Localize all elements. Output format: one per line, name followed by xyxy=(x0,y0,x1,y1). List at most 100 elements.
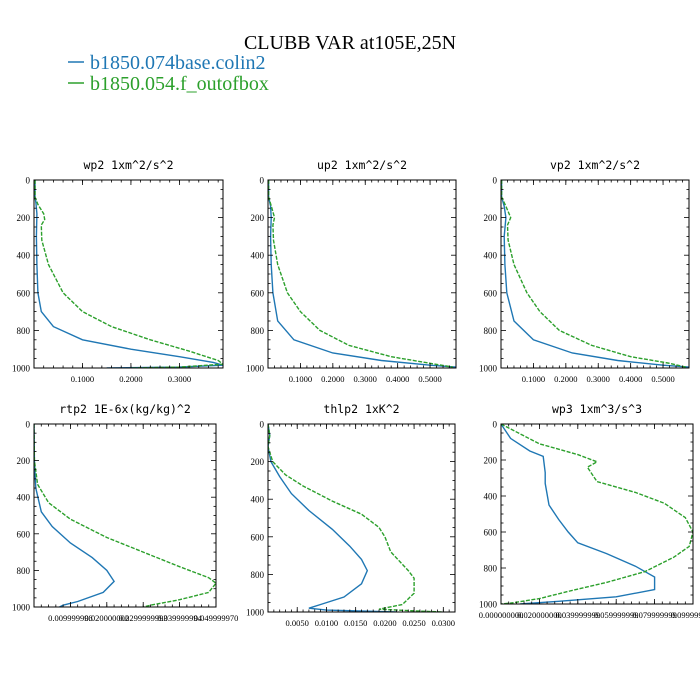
x-tick-label: 0.020000002 xyxy=(84,613,129,623)
x-tick-label: 0.009999998 xyxy=(48,613,93,623)
x-tick-label: 0.0100 xyxy=(315,618,338,628)
y-tick-label: 600 xyxy=(251,288,265,298)
y-tick-label: 600 xyxy=(484,288,498,298)
series-line-2 xyxy=(34,424,216,607)
y-tick-label: 600 xyxy=(484,528,498,538)
series-line-2 xyxy=(501,180,686,368)
x-tick-label: 0.039999994 xyxy=(157,613,202,623)
y-tick-label: 400 xyxy=(251,251,265,261)
y-tick-label: 1000 xyxy=(246,364,265,374)
y-tick-label: 200 xyxy=(251,213,265,223)
y-tick-label: 0 xyxy=(493,420,498,430)
panel-frame xyxy=(33,423,217,608)
y-tick-label: 600 xyxy=(17,288,31,298)
x-tick-label: 0.5000 xyxy=(651,374,674,384)
x-tick-label: 0.3000 xyxy=(168,374,191,384)
panel-title: wp3 1xm^3/s^3 xyxy=(552,402,642,416)
y-tick-label: 200 xyxy=(484,213,498,223)
x-tick-label: 0.1000 xyxy=(71,374,94,384)
series-line-1 xyxy=(34,424,115,607)
panel-title: rtp2 1E-6x(kg/kg)^2 xyxy=(59,402,191,416)
panel-frame xyxy=(33,179,224,369)
x-tick-label: 0.0050 xyxy=(286,618,309,628)
panel-frame xyxy=(267,179,457,369)
x-tick-label: 0.0150 xyxy=(344,618,367,628)
series-line-1 xyxy=(268,180,456,368)
series-line-1 xyxy=(501,180,689,368)
legend-label-1: b1850.074base.colin2 xyxy=(90,52,266,74)
x-tick-label: 0.3000 xyxy=(354,374,377,384)
x-tick-label: 0.059999999 xyxy=(594,610,639,620)
y-tick-label: 600 xyxy=(17,529,31,539)
y-tick-label: 1000 xyxy=(12,603,31,613)
y-tick-label: 800 xyxy=(484,564,498,574)
y-tick-label: 0 xyxy=(260,176,265,186)
x-tick-label: 0.0200 xyxy=(373,618,396,628)
y-tick-label: 400 xyxy=(484,492,498,502)
y-tick-label: 400 xyxy=(17,251,31,261)
x-tick-label: 0.099999994 xyxy=(671,610,700,620)
y-tick-label: 0 xyxy=(493,176,498,186)
y-tick-label: 800 xyxy=(251,326,265,336)
x-tick-label: 0.0300 xyxy=(432,618,455,628)
panel-2: up2 1xm^2/s^2 0 200 400 600 800 1000 0.1000 0.20… xyxy=(246,158,457,384)
y-tick-label: 200 xyxy=(251,457,265,467)
y-tick-label: 0 xyxy=(26,420,31,430)
figure-title: CLUBB VAR at105E,25N xyxy=(244,32,456,54)
series-line-1 xyxy=(268,424,397,612)
series-line-2 xyxy=(268,180,453,368)
x-tick-label: 0.3000 xyxy=(587,374,610,384)
y-tick-label: 800 xyxy=(251,570,265,580)
series-line-1 xyxy=(501,424,656,604)
x-tick-label: 0.4000 xyxy=(386,374,409,384)
x-tick-label: 0.2000 xyxy=(554,374,577,384)
y-tick-label: 800 xyxy=(484,326,498,336)
series-line-2 xyxy=(268,424,444,612)
series-line-2 xyxy=(501,424,693,604)
y-tick-label: 600 xyxy=(251,532,265,542)
y-tick-label: 1000 xyxy=(479,600,498,610)
panel-6: wp3 1xm^3/s^3 0 200 400 600 800 10000.00000000… xyxy=(479,402,700,620)
panel-5: thlp2 1xK^2 0 200 400 600 800 1000 0.0050 0.0100… xyxy=(246,402,456,628)
x-tick-label: 0.039999999 xyxy=(555,610,600,620)
y-tick-label: 1000 xyxy=(479,364,498,374)
x-tick-label: 0.1000 xyxy=(289,374,312,384)
y-tick-label: 0 xyxy=(260,420,265,430)
panel-frame xyxy=(500,179,690,369)
x-tick-label: 0.049999970 xyxy=(194,613,239,623)
series-line-1 xyxy=(34,180,223,368)
y-tick-label: 0 xyxy=(26,176,31,186)
x-tick-label: 0.2000 xyxy=(321,374,344,384)
y-tick-label: 1000 xyxy=(246,608,265,618)
x-tick-label: 0.5000 xyxy=(418,374,441,384)
x-tick-label: 0.020000000 xyxy=(517,610,562,620)
y-tick-label: 200 xyxy=(484,456,498,466)
x-tick-label: 0.000000000 xyxy=(479,610,524,620)
y-tick-label: 200 xyxy=(17,213,31,223)
panel-title: up2 1xm^2/s^2 xyxy=(317,158,407,172)
panel-title: thlp2 1xK^2 xyxy=(323,402,399,416)
y-tick-label: 400 xyxy=(251,495,265,505)
x-tick-label: 0.0250 xyxy=(402,618,425,628)
series-line-2 xyxy=(34,180,223,368)
panels-group: wp2 1xm^2/s^2 0 200 400 600 800 1000 0.1000 0.20… xyxy=(12,158,700,628)
x-tick-label: 0.1000 xyxy=(522,374,545,384)
y-tick-label: 400 xyxy=(484,251,498,261)
panel-4: rtp2 1E-6x(kg/kg)^2 0 200 400 600 800 1000 0.00… xyxy=(12,402,238,623)
y-tick-label: 800 xyxy=(17,566,31,576)
y-tick-label: 800 xyxy=(17,326,31,336)
y-tick-label: 400 xyxy=(17,493,31,503)
figure-legend: b1850.074base.colin2 b1850.054.f_outofbo… xyxy=(68,52,269,95)
x-tick-label: 0.079999999 xyxy=(632,610,677,620)
panel-title: vp2 1xm^2/s^2 xyxy=(550,158,640,172)
x-tick-label: 0.4000 xyxy=(619,374,642,384)
x-tick-label: 0.0299999993 xyxy=(119,613,168,623)
y-tick-label: 1000 xyxy=(12,364,31,374)
panel-1: wp2 1xm^2/s^2 0 200 400 600 800 1000 0.1000 0.20… xyxy=(12,158,224,384)
y-tick-label: 200 xyxy=(17,456,31,466)
x-tick-label: 0.2000 xyxy=(119,374,142,384)
panel-3: vp2 1xm^2/s^2 0 200 400 600 800 1000 0.1000 0.20… xyxy=(479,158,690,384)
legend-label-2: b1850.054.f_outofbox xyxy=(90,73,269,95)
panel-title: wp2 1xm^2/s^2 xyxy=(83,158,173,172)
